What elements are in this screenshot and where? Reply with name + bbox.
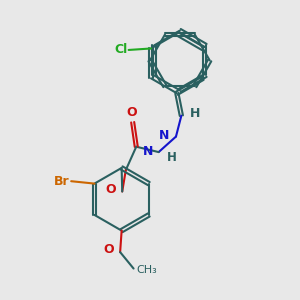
Text: N: N <box>159 129 169 142</box>
Text: H: H <box>190 107 200 120</box>
Text: H: H <box>167 151 177 164</box>
Text: N: N <box>143 145 153 158</box>
Text: CH₃: CH₃ <box>136 265 157 275</box>
Text: Cl: Cl <box>114 44 127 56</box>
Text: Br: Br <box>54 175 70 188</box>
Text: O: O <box>103 243 114 256</box>
Text: O: O <box>105 183 116 196</box>
Text: O: O <box>126 106 136 118</box>
